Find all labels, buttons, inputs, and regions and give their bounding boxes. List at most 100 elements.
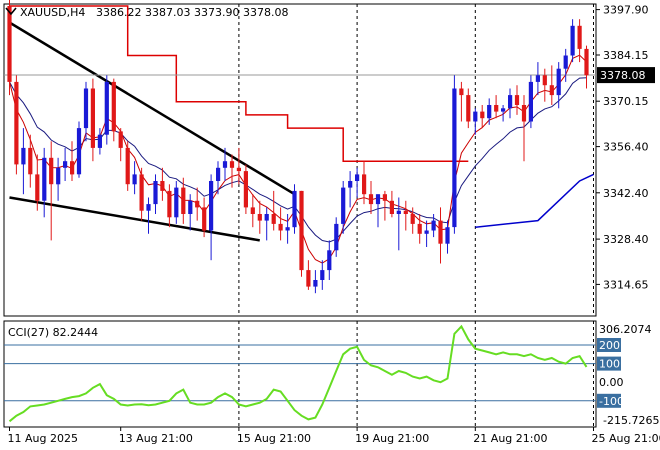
candle-body-72	[508, 95, 513, 109]
candle-body-20	[146, 204, 151, 211]
candle-42	[299, 190, 304, 277]
candle-41	[292, 184, 297, 234]
candle-5	[42, 147, 47, 218]
candle-2	[21, 128, 26, 195]
candle-57	[403, 200, 408, 231]
chart-header: XAUUSD,H4 3386.22 3387.03 3373.90 3378.0…	[5, 6, 288, 19]
candle-14	[104, 75, 109, 145]
candle-body-51	[362, 174, 367, 195]
candle-body-18	[132, 174, 137, 185]
candle-body-36	[257, 214, 262, 221]
candle-54	[382, 190, 387, 221]
cci-level-label-1: 100	[599, 358, 620, 371]
time-axis: 11 Aug 2025 13 Aug 21:00 15 Aug 21:00 19 Au…	[8, 427, 660, 445]
candle-70	[494, 95, 499, 119]
candle-body-41	[292, 190, 297, 228]
candle-body-54	[382, 194, 387, 201]
candle-39	[278, 207, 283, 241]
candle-body-25	[181, 187, 186, 214]
candle-body-56	[396, 210, 401, 214]
candle-body-57	[403, 210, 408, 214]
cci-indicator: 200 100 0.00 -100 306.2074 -215.7265	[4, 323, 659, 427]
candle-62	[438, 207, 443, 264]
candle-51	[362, 161, 367, 205]
candle-60	[424, 220, 429, 247]
cci-level-badge-0	[597, 338, 621, 352]
current-price-badge	[597, 67, 655, 84]
candle-64	[452, 75, 457, 234]
candle-38	[271, 190, 276, 231]
candle-body-60	[424, 230, 429, 234]
y-tick-label-5: 3328.40	[603, 233, 649, 246]
candle-body-80	[563, 55, 568, 69]
cci-level-label-3: -100	[599, 395, 624, 408]
candle-37	[264, 207, 269, 241]
candle-body-39	[278, 223, 283, 231]
candle-body-34	[243, 171, 248, 208]
candle-63	[445, 220, 450, 254]
candle-52	[368, 181, 374, 214]
candle-13	[97, 128, 102, 155]
candle-body-40	[285, 227, 290, 231]
x-tick-label-5: 25 Aug 21:00	[592, 432, 660, 445]
candle-body-82	[577, 25, 582, 49]
candle-22	[160, 167, 165, 201]
candle-body-70	[494, 105, 499, 112]
candle-34	[243, 164, 248, 214]
candle-0	[7, 0, 12, 96]
candle-body-28	[202, 207, 207, 231]
candle-body-58	[410, 214, 415, 224]
candle-6	[49, 141, 54, 241]
candle-31	[222, 147, 228, 181]
candle-body-6	[49, 157, 54, 185]
chevron-down-icon[interactable]	[5, 7, 17, 16]
candle-body-10	[76, 128, 82, 175]
cci-level-badge-3	[597, 393, 621, 408]
candle-58	[410, 207, 415, 234]
candle-49	[348, 171, 353, 208]
candles	[7, 0, 589, 294]
candle-12	[90, 78, 95, 162]
candle-11	[83, 81, 89, 142]
candle-8	[63, 147, 68, 181]
candle-59	[417, 214, 422, 244]
candle-body-2	[21, 147, 26, 165]
candle-body-45	[320, 270, 325, 280]
candle-body-11	[83, 88, 89, 129]
candle-body-74	[521, 105, 527, 122]
candle-23	[167, 184, 172, 228]
candle-body-83	[584, 48, 589, 76]
candle-body-52	[368, 194, 374, 205]
candle-80	[563, 48, 568, 82]
symbol-timeframe: XAUUSD,H4	[20, 6, 85, 19]
candle-body-75	[528, 81, 533, 122]
candle-4	[35, 154, 40, 211]
candle-body-69	[487, 105, 492, 119]
candle-body-59	[417, 223, 422, 234]
candle-45	[320, 260, 325, 290]
candle-body-44	[313, 280, 318, 287]
candle-body-16	[118, 131, 123, 148]
candle-body-42	[299, 190, 304, 271]
candle-56	[396, 197, 401, 251]
candle-body-77	[542, 75, 547, 86]
candle-44	[313, 270, 318, 294]
candle-55	[389, 190, 394, 218]
candle-75	[528, 75, 533, 129]
candle-body-21	[153, 181, 158, 205]
candle-body-66	[466, 95, 471, 122]
cci-label: CCI(27) 82.2444	[8, 326, 98, 339]
candle-67	[473, 108, 478, 135]
x-tick-label-0: 11 Aug 2025	[8, 432, 78, 445]
candle-77	[542, 68, 547, 102]
candle-body-26	[188, 200, 193, 214]
candle-body-62	[438, 220, 443, 244]
candle-82	[577, 19, 582, 63]
x-tick-label-3: 19 Aug 21:00	[355, 432, 429, 445]
candle-71	[501, 105, 506, 122]
candle-18	[132, 161, 137, 195]
candle-body-1	[14, 81, 19, 165]
candle-29	[209, 174, 214, 261]
candle-48	[341, 181, 346, 234]
candle-7	[56, 157, 61, 201]
